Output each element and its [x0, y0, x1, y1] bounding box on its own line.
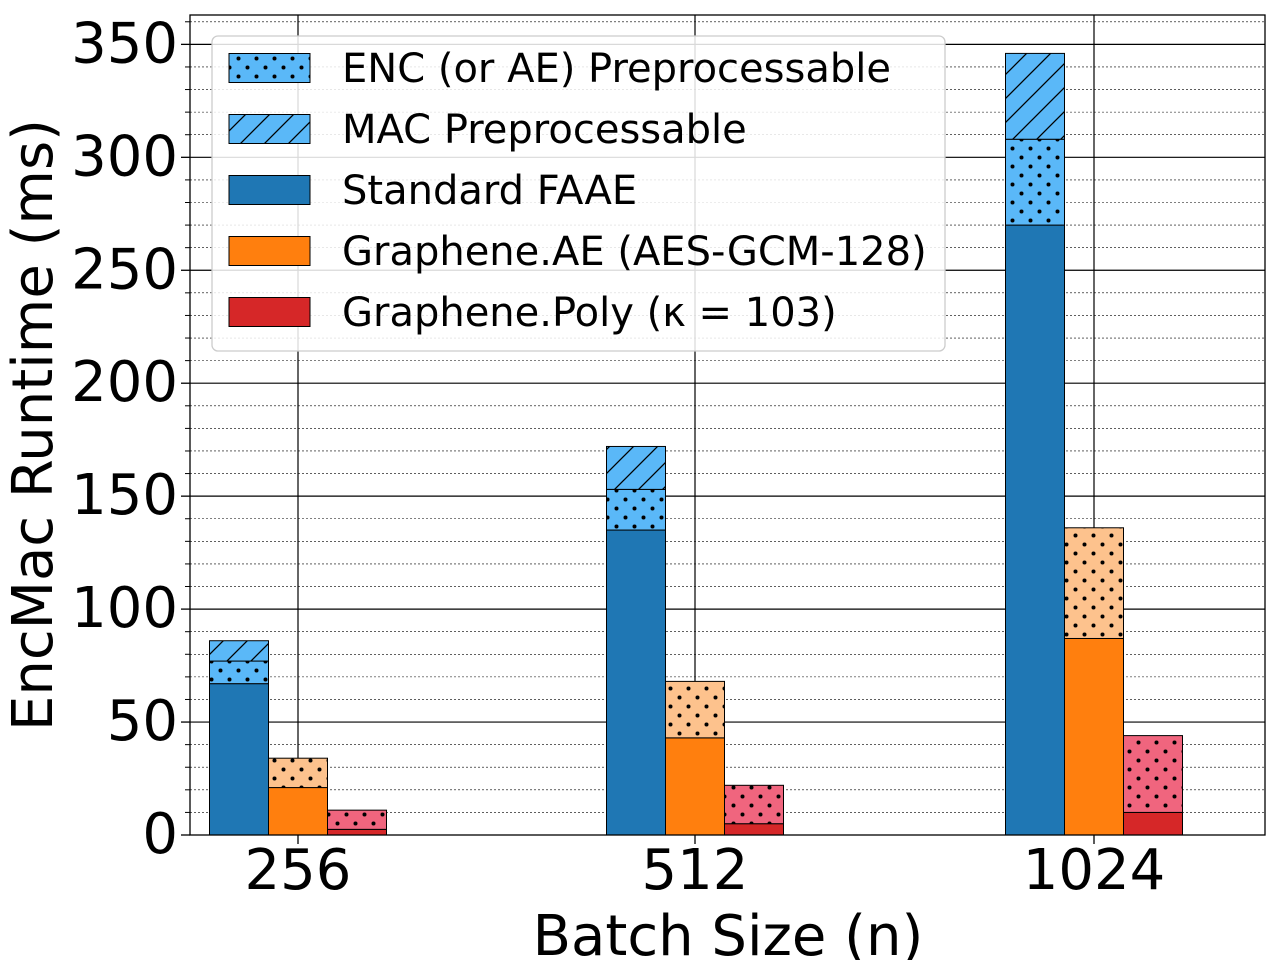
- y-tick-label: 0: [142, 802, 178, 867]
- bar-standard-faae-1024-enc-preprocessable-pattern: [1005, 139, 1065, 226]
- legend-label-standard-faae: Standard FAAE: [342, 168, 637, 214]
- ticks-layer: 0 50 100 150 200 250 300 350 256 512 1024: [71, 11, 1165, 903]
- bar-graphene-ae-aes-gcm-128-1024-enc-preprocessable-pattern: [1064, 527, 1124, 639]
- bar-standard-faae-1024-base: [1005, 224, 1065, 836]
- x-axis-label: Batch Size (n): [533, 904, 924, 960]
- y-tick-label: 150: [71, 463, 178, 528]
- bar-graphene-ae-aes-gcm-128-256-base: [268, 787, 328, 836]
- x-tick-label: 512: [642, 838, 749, 903]
- y-tick-label: 100: [71, 576, 178, 641]
- bar-graphene-poly-103-1024-enc-preprocessable-pattern: [1123, 735, 1183, 813]
- bar-standard-faae-256-base: [209, 683, 269, 836]
- legend: ENC (or AE) Preprocessable MAC Preprocess…: [211, 35, 946, 352]
- legend-swatch-graphene-ae-aes-gcm-128: [228, 236, 311, 266]
- legend-label-graphene-poly-103: Graphene.Poly (κ = 103): [342, 290, 837, 336]
- bar-standard-faae-512-enc-preprocessable-pattern: [606, 489, 666, 531]
- bar-graphene-poly-103-512-base: [724, 823, 784, 836]
- bar-graphene-ae-aes-gcm-128-256-enc-preprocessable-pattern: [268, 758, 328, 788]
- bar-graphene-ae-aes-gcm-128-512-enc-preprocessable-pattern: [665, 681, 725, 738]
- bar-graphene-poly-103-256-base: [327, 828, 387, 836]
- y-tick-label: 250: [71, 237, 178, 302]
- bar-graphene-ae-aes-gcm-128-512-base: [665, 737, 725, 836]
- y-tick-label: 200: [71, 350, 178, 415]
- bar-standard-faae-256-enc-preprocessable-pattern: [209, 661, 269, 684]
- x-tick-label: 1024: [1023, 838, 1166, 903]
- legend-swatch-standard-faae: [228, 175, 311, 205]
- bar-graphene-poly-103-256-enc-preprocessable-pattern: [327, 810, 387, 830]
- bar-standard-faae-512-mac-preprocessable-pattern: [606, 446, 666, 490]
- legend-swatch-graphene-poly-103: [228, 297, 311, 327]
- y-axis-label: EncMac Runtime (ms): [1, 119, 66, 731]
- bar-graphene-poly-103-1024-base: [1123, 811, 1183, 836]
- y-tick-label: 300: [71, 124, 178, 189]
- y-tick-label: 50: [107, 689, 178, 754]
- bar-standard-faae-256-mac-preprocessable-pattern: [209, 640, 269, 662]
- plot-frame: [189, 14, 1266, 836]
- bar-graphene-ae-aes-gcm-128-1024-base: [1064, 637, 1124, 836]
- y-tick-label: 350: [71, 11, 178, 76]
- bar-graphene-poly-103-512-enc-preprocessable-pattern: [724, 785, 784, 824]
- bar-standard-faae-1024-mac-preprocessable-pattern: [1005, 53, 1065, 140]
- legend-label-enc-or-ae-preprocessable: ENC (or AE) Preprocessable: [342, 46, 891, 92]
- legend-swatch-pattern: [229, 53, 310, 83]
- legend-swatch-pattern: [229, 114, 310, 144]
- legend-label-graphene-ae-aes-gcm-128: Graphene.AE (AES-GCM-128): [342, 229, 927, 275]
- x-tick-label: 256: [245, 838, 352, 903]
- legend-label-mac-preprocessable: MAC Preprocessable: [342, 107, 747, 153]
- legend-box: [211, 35, 946, 352]
- bar-standard-faae-512-base: [606, 529, 666, 836]
- bars-layer: [209, 52, 1183, 836]
